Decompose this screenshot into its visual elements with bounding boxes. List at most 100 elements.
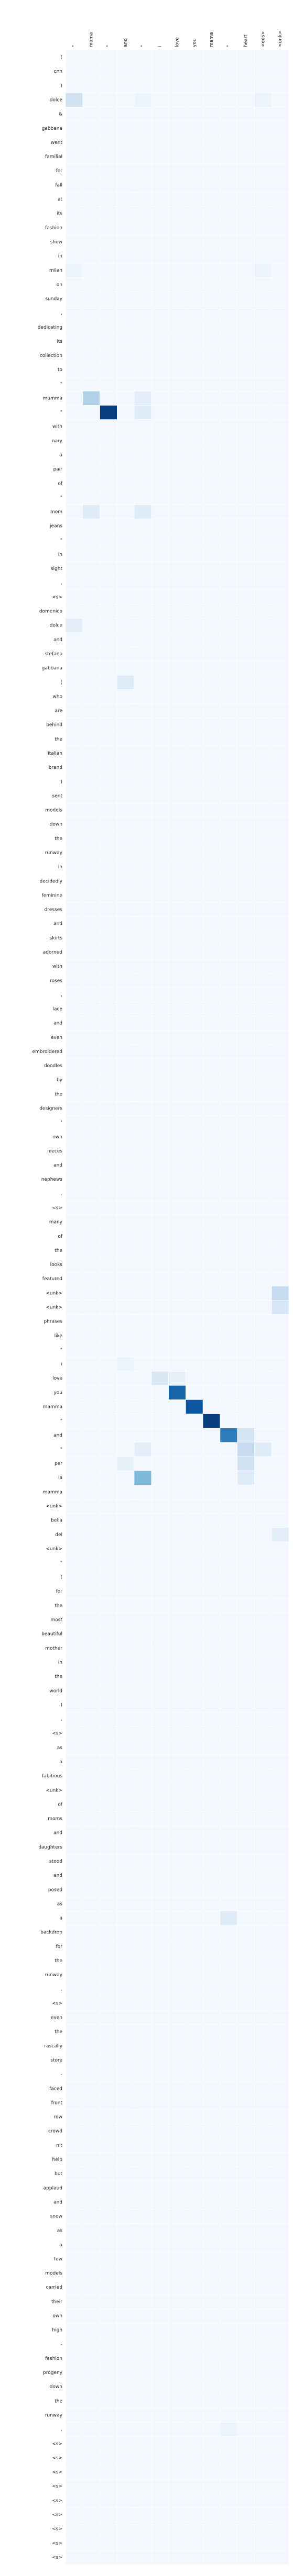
heatmap-cell (82, 476, 100, 491)
heatmap-cell (220, 2096, 237, 2110)
y-tick-label: <s> (52, 1731, 62, 1737)
heatmap-cell (220, 1328, 237, 1343)
heatmap-cell (202, 419, 221, 434)
heatmap-cell (134, 1897, 152, 1911)
heatmap-cell (186, 1357, 203, 1372)
heatmap-cell (168, 263, 186, 278)
heatmap-cell (100, 1499, 117, 1514)
heatmap-cell (220, 1897, 237, 1911)
y-tick-label: <s> (52, 595, 62, 600)
heatmap-cell (100, 2081, 117, 2096)
y-tick-label: jeans (49, 524, 62, 529)
heatmap-cell (186, 462, 203, 477)
heatmap-cell (186, 2493, 203, 2508)
y-tick-label: per (55, 1461, 62, 1466)
heatmap-cell (254, 831, 272, 846)
heatmap-cell (151, 2436, 169, 2451)
heatmap-cell (237, 519, 255, 534)
y-tick-label: " (60, 410, 62, 416)
y-tick-label: collection (40, 353, 62, 359)
heatmap-cell (271, 1598, 289, 1613)
y-tick-label: mamma (43, 1404, 62, 1409)
heatmap-cell (100, 902, 117, 917)
heatmap-cell (168, 2195, 186, 2210)
heatmap-cell (151, 703, 169, 718)
heatmap-cell (202, 1698, 221, 1712)
heatmap-cell (117, 1399, 135, 1414)
heatmap-cell (202, 931, 221, 946)
heatmap-cell (134, 1698, 152, 1712)
heatmap-cell (151, 1201, 169, 1215)
heatmap-cell (186, 1981, 203, 1997)
heatmap-cell (186, 774, 203, 789)
heatmap-cell (237, 2081, 255, 2096)
y-tick-label: are (55, 709, 62, 714)
heatmap-cell (168, 1158, 186, 1173)
heatmap-cell (237, 78, 255, 93)
heatmap-cell (117, 604, 135, 619)
heatmap-cell (82, 1186, 100, 1201)
heatmap-cell (117, 362, 135, 377)
heatmap-cell (271, 888, 289, 903)
heatmap-cell (82, 931, 100, 946)
heatmap-cell (186, 163, 203, 178)
heatmap-cell (117, 2394, 135, 2409)
heatmap-cell (237, 1897, 255, 1911)
heatmap-cell (254, 1925, 272, 1940)
y-tick-label: for (56, 169, 63, 174)
heatmap-cell (220, 1428, 237, 1443)
heatmap-cell (254, 718, 272, 733)
heatmap-cell (186, 2422, 203, 2437)
heatmap-cell (117, 490, 135, 505)
heatmap-cell (254, 660, 272, 676)
heatmap-cell (100, 277, 117, 292)
heatmap-cell (151, 177, 169, 193)
heatmap-cell (65, 476, 83, 491)
heatmap-cell (134, 1655, 152, 1670)
heatmap-cell (237, 2237, 255, 2253)
heatmap-cell (237, 306, 255, 320)
heatmap-cell (100, 149, 117, 164)
heatmap-cell (220, 1698, 237, 1712)
heatmap-cell (117, 2209, 135, 2224)
heatmap-cell (82, 1328, 100, 1343)
heatmap-cell (220, 2323, 237, 2338)
heatmap-cell (202, 902, 221, 917)
heatmap-cell (134, 1513, 152, 1528)
heatmap-cell (100, 675, 117, 690)
heatmap-cell (186, 2408, 203, 2423)
heatmap-cell (254, 1470, 272, 1485)
heatmap-cell (271, 1641, 289, 1656)
heatmap-cell (202, 2507, 221, 2522)
heatmap-cell (82, 121, 100, 136)
heatmap-cell (186, 2507, 203, 2522)
heatmap-cell (168, 1101, 186, 1116)
heatmap-cell (82, 405, 100, 420)
y-tick-label: designers (39, 1106, 62, 1112)
heatmap-cell (271, 1300, 289, 1315)
heatmap-cell (82, 2450, 100, 2466)
heatmap-cell (220, 533, 237, 548)
heatmap-cell (186, 803, 203, 817)
heatmap-cell (202, 249, 221, 264)
heatmap-cell (220, 1414, 237, 1429)
heatmap-cell (168, 618, 186, 633)
y-tick-label: rascally (44, 2044, 62, 2049)
heatmap-cell (134, 177, 152, 193)
heatmap-cell (117, 845, 135, 860)
heatmap-cell (82, 306, 100, 320)
heatmap-cell (82, 2209, 100, 2224)
heatmap-cell (254, 2266, 272, 2281)
heatmap-cell (117, 1342, 135, 1358)
heatmap-cell (220, 1499, 237, 1514)
heatmap-cell (117, 1882, 135, 1897)
heatmap-cell (151, 1740, 169, 1755)
y-tick-label: with (52, 964, 62, 969)
heatmap-cell (134, 2209, 152, 2224)
y-tick-label: even (51, 2015, 62, 2021)
heatmap-cell (271, 292, 289, 306)
heatmap-cell (100, 1897, 117, 1911)
heatmap-cell (271, 1030, 289, 1045)
heatmap-cell (168, 2394, 186, 2409)
heatmap-cell (271, 2479, 289, 2494)
